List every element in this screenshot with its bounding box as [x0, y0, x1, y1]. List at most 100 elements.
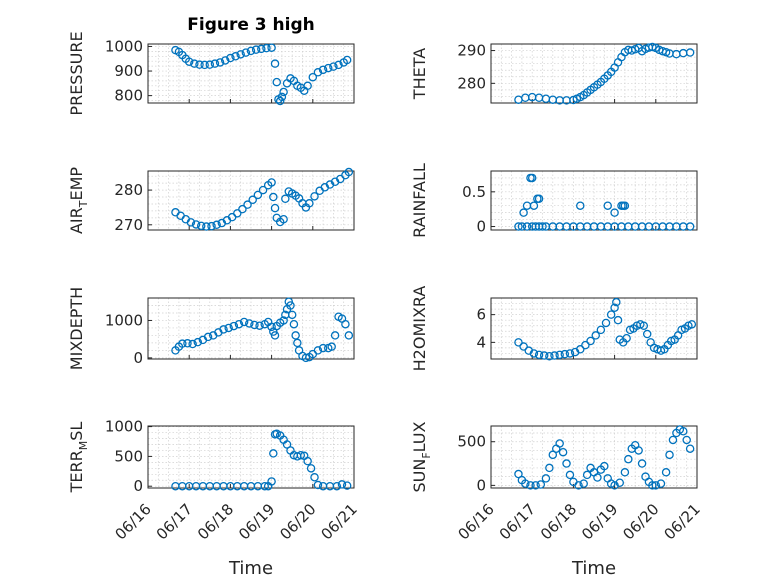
- subplot-5: 0 1000: [105, 297, 355, 367]
- data-point: [279, 214, 288, 224]
- plot-border: [490, 43, 698, 104]
- data-point: [682, 435, 691, 445]
- y-axis-label: H2OMIXRA: [410, 286, 429, 372]
- data-point: [545, 351, 554, 361]
- data-point: [243, 200, 252, 209]
- data-point: [576, 201, 585, 210]
- data-point: [665, 450, 674, 460]
- data-point: [610, 303, 619, 312]
- data-point: [344, 167, 354, 177]
- data-point: [534, 194, 544, 204]
- data-point: [188, 339, 197, 349]
- data-point: [534, 350, 544, 360]
- data-point: [310, 192, 319, 201]
- data-point: [226, 53, 235, 63]
- plot-border: [147, 425, 355, 489]
- data-point: [310, 473, 319, 482]
- data-point: [514, 338, 523, 347]
- data-point: [224, 323, 233, 333]
- data-point: [250, 320, 259, 330]
- data-point: [565, 470, 575, 480]
- x-tick-label: 06/17: [496, 500, 539, 543]
- y-tick-label: 280: [114, 181, 143, 199]
- data-point: [210, 59, 220, 68]
- data-point: [620, 468, 630, 477]
- data-point: [637, 459, 647, 468]
- data-point: [600, 461, 609, 471]
- y-axis-label: MIXDEPTH: [67, 287, 86, 370]
- data-point: [246, 46, 256, 56]
- y-tick-label: 0.5: [462, 183, 486, 201]
- data-point: [687, 320, 697, 329]
- subplot-1: 800 900 1000 Figure 3 high: [105, 15, 355, 106]
- data-point: [536, 480, 546, 489]
- data-point: [251, 45, 261, 54]
- data-point: [220, 56, 230, 65]
- x-tick-label: 06/21: [661, 500, 704, 543]
- data-point: [318, 65, 328, 75]
- data-point: [207, 221, 216, 231]
- data-point: [332, 481, 342, 491]
- data-point: [624, 454, 633, 464]
- x-tick-label: 06/16: [455, 500, 498, 543]
- data-point: [195, 60, 204, 69]
- data-point: [576, 345, 585, 354]
- y-axis-label: RAINFALL: [410, 163, 429, 238]
- x-tick-label: 06/21: [318, 500, 361, 543]
- data-point: [270, 203, 280, 213]
- x-axis-label: Time: [228, 558, 273, 579]
- chart-title: Figure 3 high: [187, 15, 315, 35]
- data-point: [527, 173, 537, 183]
- data-point: [522, 222, 532, 231]
- y-tick-label: 280: [457, 74, 486, 92]
- y-tick-label: 0: [476, 218, 486, 236]
- data-point: [184, 57, 194, 66]
- data-point: [277, 92, 287, 102]
- subplot-2: 280 290: [457, 42, 698, 105]
- x-tick-label: 06/19: [578, 500, 621, 543]
- data-point: [236, 50, 245, 59]
- data-point: [193, 337, 203, 347]
- data-point: [279, 316, 288, 325]
- data-point: [634, 446, 643, 455]
- data-point: [581, 340, 590, 350]
- data-point: [233, 209, 242, 218]
- y-tick-label: 1000: [105, 418, 143, 436]
- data-point: [200, 60, 209, 70]
- data-point: [269, 192, 278, 202]
- data-point: [521, 479, 530, 488]
- data-point: [685, 222, 695, 231]
- data-point: [529, 201, 539, 210]
- data-point: [202, 222, 211, 231]
- data-point: [612, 297, 621, 307]
- data-point: [565, 349, 575, 358]
- data-point: [342, 55, 352, 65]
- data-point: [305, 199, 314, 208]
- data-point: [661, 468, 671, 477]
- x-tick-label: 06/20: [276, 500, 319, 543]
- data-point: [257, 44, 266, 54]
- data-point: [183, 339, 192, 348]
- y-tick-label: 800: [114, 87, 143, 105]
- data-point: [267, 43, 276, 52]
- data-point: [648, 481, 657, 490]
- data-point: [267, 178, 276, 187]
- data-point: [234, 319, 244, 329]
- plot-border: [147, 170, 355, 231]
- data-point: [562, 459, 571, 468]
- data-point: [196, 221, 206, 231]
- y-axis-label: AIRTEMP: [67, 167, 90, 234]
- data-point: [327, 342, 336, 351]
- data-point: [255, 321, 264, 330]
- data-point: [601, 318, 611, 328]
- data-point: [651, 481, 661, 490]
- y-tick-label: 0: [133, 349, 143, 367]
- data-point: [610, 208, 619, 217]
- data-point: [603, 201, 612, 210]
- data-point: [579, 479, 588, 488]
- data-point: [262, 43, 271, 53]
- data-point: [186, 218, 196, 227]
- subplot-3: 270 280: [114, 167, 355, 234]
